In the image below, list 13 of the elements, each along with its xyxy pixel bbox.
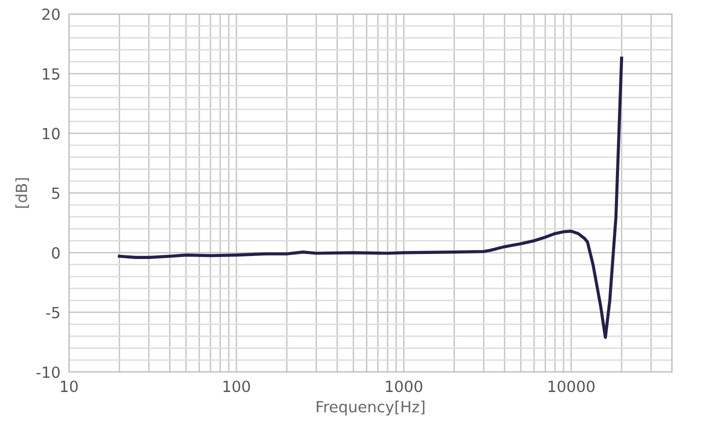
x-tick-label: 10000 bbox=[548, 380, 594, 392]
y-tick-label: -5 bbox=[46, 307, 60, 318]
y-tick-label: 15 bbox=[42, 68, 60, 80]
y-tick-label: 0 bbox=[52, 247, 60, 259]
y-tick-label: 20 bbox=[42, 8, 60, 20]
y-axis-title: [dB] bbox=[15, 178, 29, 208]
y-tick-label: -10 bbox=[36, 366, 60, 378]
y-tick-label: 5 bbox=[52, 188, 60, 200]
x-tick-label: 100 bbox=[224, 380, 250, 392]
y-tick-label: 10 bbox=[42, 128, 60, 140]
x-tick-label: 1000 bbox=[386, 380, 422, 392]
x-tick-label: 10 bbox=[60, 380, 78, 392]
x-axis-title: Frequency[Hz] bbox=[316, 400, 424, 416]
